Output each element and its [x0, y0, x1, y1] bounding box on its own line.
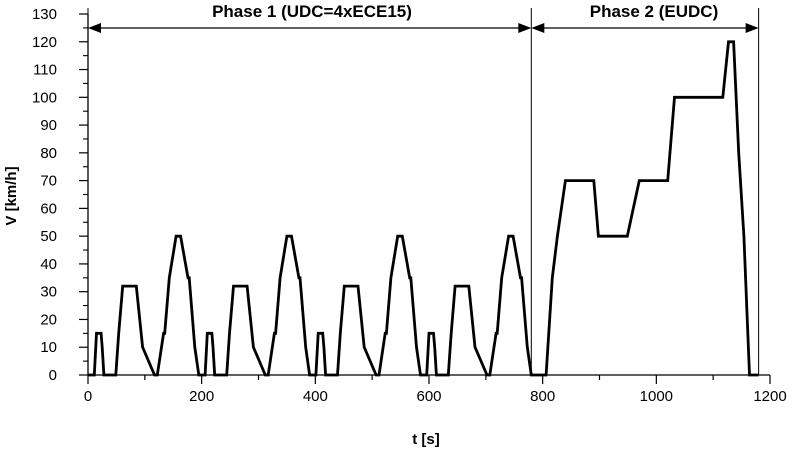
x-tick-label: 200 [189, 388, 214, 405]
phase-2-label: Phase 2 (EUDC) [590, 2, 718, 21]
x-tick-label: 600 [416, 388, 441, 405]
y-tick-label: 0 [49, 367, 57, 384]
x-tick-label: 400 [303, 388, 328, 405]
y-tick-label: 80 [40, 145, 57, 162]
series-group [88, 40, 759, 377]
y-tick-label: 40 [40, 256, 57, 273]
y-tick-label: 60 [40, 200, 57, 217]
y-tick-label: 10 [40, 339, 57, 356]
phase-markers [87, 8, 760, 375]
speed-series-line-1 [88, 40, 759, 377]
x-tick-label: 1200 [753, 388, 786, 405]
y-tick-label: 90 [40, 117, 57, 134]
x-tick-label: 1000 [640, 388, 673, 405]
x-axis-ticks: 0 200 400 600 800 1000 1200 [84, 375, 787, 405]
y-tick-label: 20 [40, 311, 57, 328]
y-tick-label: 30 [40, 284, 57, 301]
y-tick-label: 70 [40, 173, 57, 190]
x-tick-label: 0 [84, 388, 92, 405]
x-tick-label: 800 [530, 388, 555, 405]
phase-1-arrowhead-left [88, 23, 101, 33]
y-tick-label: 120 [32, 34, 57, 51]
phase-2-arrowhead-right [745, 23, 759, 33]
phase-1-arrowhead-right [518, 23, 532, 33]
phase-2-arrowhead-left [531, 23, 545, 33]
y-axis-ticks: 0 10 20 30 40 50 60 70 80 90 100 110 120 130 [32, 6, 88, 384]
y-tick-label: 50 [40, 228, 57, 245]
y-axis-label: V [km/h] [3, 166, 20, 225]
y-tick-label: 130 [32, 6, 57, 23]
y-tick-label: 110 [33, 62, 57, 79]
y-tick-label: 100 [32, 89, 57, 106]
phase-1-label: Phase 1 (UDC=4xECE15) [212, 2, 412, 21]
axes [87, 14, 770, 376]
x-axis-label: t [s] [412, 431, 440, 448]
